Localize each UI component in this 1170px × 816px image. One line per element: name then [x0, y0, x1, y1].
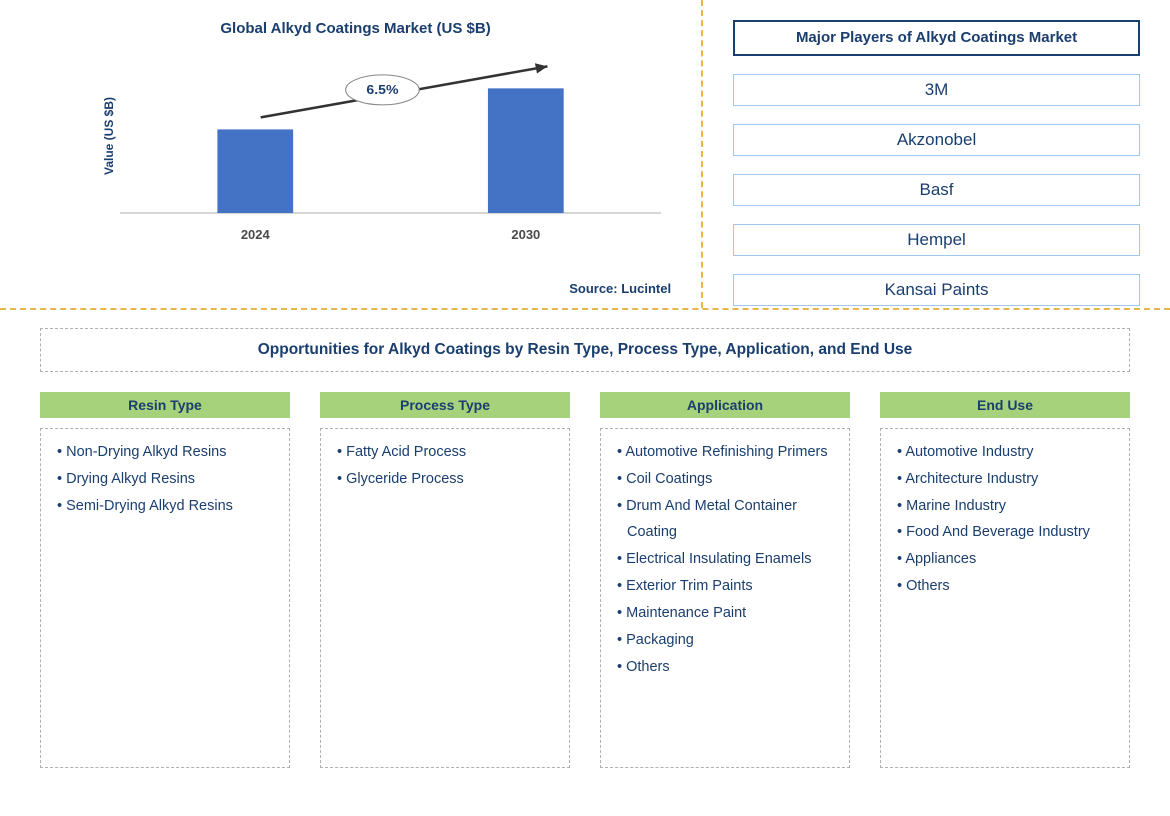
list-item: Food And Beverage Industry [905, 519, 1117, 546]
column-header: Resin Type [40, 392, 290, 418]
column-header: End Use [880, 392, 1130, 418]
list-item: Coil Coatings [625, 466, 837, 493]
opportunities-header: Opportunities for Alkyd Coatings by Resi… [40, 328, 1130, 372]
svg-text:6.5%: 6.5% [366, 82, 398, 96]
list-item: Architecture Industry [905, 466, 1117, 493]
opportunities-panel: Opportunities for Alkyd Coatings by Resi… [0, 310, 1170, 768]
player-item: Basf [733, 174, 1140, 206]
top-region: Global Alkyd Coatings Market (US $B) Val… [0, 0, 1170, 310]
bar-chart-svg: 6.5% [120, 51, 661, 221]
list-item: Fatty Acid Process [345, 439, 557, 466]
column-body: Non-Drying Alkyd ResinsDrying Alkyd Resi… [40, 428, 290, 768]
list-item: Exterior Trim Paints [625, 573, 837, 600]
chart-area: Value (US $B) 6.5% [120, 51, 661, 221]
column-body: Fatty Acid ProcessGlyceride Process [320, 428, 570, 768]
xlabel-0: 2024 [120, 227, 391, 242]
column-body: Automotive IndustryArchitecture Industry… [880, 428, 1130, 768]
list-item: Electrical Insulating Enamels [625, 546, 837, 573]
list-item: Packaging [625, 627, 837, 654]
column-body: Automotive Refinishing PrimersCoil Coati… [600, 428, 850, 768]
list-item: Maintenance Paint [625, 600, 837, 627]
chart-title: Global Alkyd Coatings Market (US $B) [30, 20, 681, 37]
players-header: Major Players of Alkyd Coatings Market [733, 20, 1140, 56]
list-item: Semi-Drying Alkyd Resins [65, 493, 277, 520]
player-item: Hempel [733, 224, 1140, 256]
opportunity-column: End Use Automotive IndustryArchitecture I… [880, 392, 1130, 768]
list-item: Automotive Refinishing Primers [625, 439, 837, 466]
column-header: Application [600, 392, 850, 418]
chart-panel: Global Alkyd Coatings Market (US $B) Val… [0, 0, 703, 308]
chart-xaxis-labels: 2024 2030 [120, 227, 661, 242]
list-item: Drying Alkyd Resins [65, 466, 277, 493]
list-item: Glyceride Process [345, 466, 557, 493]
list-item: Drum And Metal Container Coating [625, 493, 837, 547]
list-item: Marine Industry [905, 493, 1117, 520]
chart-source: Source: Lucintel [569, 281, 671, 296]
chart-ylabel: Value (US $B) [102, 97, 116, 175]
player-item: Akzonobel [733, 124, 1140, 156]
players-panel: Major Players of Alkyd Coatings Market 3… [703, 0, 1170, 308]
list-item: Automotive Industry [905, 439, 1117, 466]
player-item: Kansai Paints [733, 274, 1140, 306]
xlabel-1: 2030 [391, 227, 662, 242]
opportunity-column: Resin Type Non-Drying Alkyd ResinsDrying … [40, 392, 290, 768]
list-item: Others [905, 573, 1117, 600]
list-item: Appliances [905, 546, 1117, 573]
list-item: Others [625, 654, 837, 681]
player-item: 3M [733, 74, 1140, 106]
column-header: Process Type [320, 392, 570, 418]
opportunity-column: Application Automotive Refinishing Primer… [600, 392, 850, 768]
opportunities-columns: Resin Type Non-Drying Alkyd ResinsDrying … [40, 392, 1130, 768]
opportunity-column: Process Type Fatty Acid ProcessGlyceride … [320, 392, 570, 768]
list-item: Non-Drying Alkyd Resins [65, 439, 277, 466]
players-list: 3M Akzonobel Basf Hempel Kansai Paints [733, 74, 1140, 306]
